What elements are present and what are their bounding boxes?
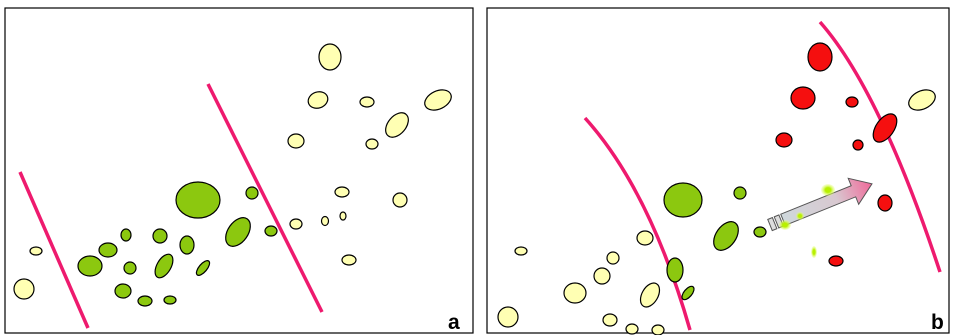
shape (153, 229, 167, 243)
shape (811, 246, 817, 258)
figure: a (0, 0, 954, 335)
shape (664, 183, 702, 217)
shape (564, 283, 586, 303)
shape (603, 314, 617, 326)
shape (176, 182, 220, 218)
shape (776, 133, 792, 147)
shape (667, 258, 683, 282)
shape (30, 247, 42, 255)
shape (829, 256, 843, 266)
shape (265, 226, 277, 236)
shape (319, 44, 341, 70)
shape (99, 243, 117, 257)
shape (180, 236, 194, 254)
shape (515, 247, 527, 255)
panel-a: a (5, 8, 473, 334)
shape (115, 284, 131, 298)
shape (335, 187, 349, 197)
shape (607, 252, 619, 264)
shape (78, 256, 102, 276)
shape (121, 229, 131, 241)
shape (246, 187, 258, 199)
shape (14, 279, 34, 299)
shape (360, 97, 374, 107)
shape (779, 220, 791, 230)
shape (734, 187, 746, 199)
shape (796, 212, 804, 220)
panel-frame (487, 8, 949, 333)
panel-frame (5, 8, 473, 333)
shape (322, 217, 329, 226)
shape (821, 184, 835, 196)
shape (164, 296, 176, 304)
shape (652, 325, 664, 335)
shape (853, 140, 863, 150)
shape (808, 43, 832, 71)
shape (393, 193, 407, 207)
shape (754, 227, 766, 237)
shape (878, 195, 892, 211)
shape (626, 324, 638, 334)
shape (124, 262, 136, 274)
shape (290, 219, 302, 229)
shape (342, 255, 356, 265)
shape (288, 134, 304, 148)
panel-b: b (487, 8, 949, 335)
shape (366, 139, 378, 149)
shape (138, 296, 152, 306)
shape (594, 268, 610, 284)
shape (340, 212, 346, 220)
shape (498, 307, 518, 327)
shape (846, 97, 858, 107)
panel-label: b (931, 311, 944, 334)
shape (791, 87, 815, 109)
shape (637, 231, 653, 245)
panel-label: a (448, 311, 460, 334)
